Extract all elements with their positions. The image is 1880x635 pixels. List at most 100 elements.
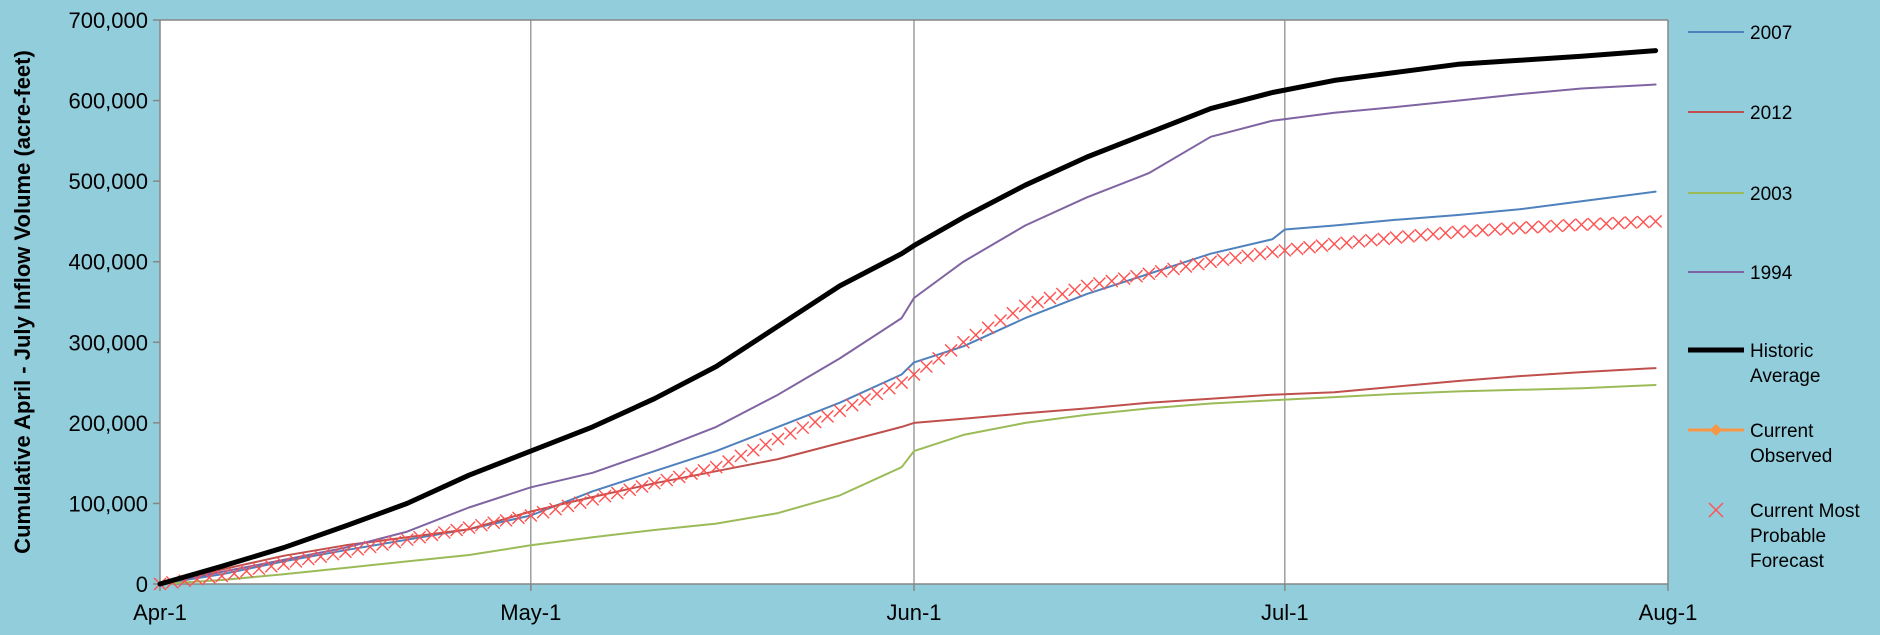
forecast-point [734,449,748,463]
legend: 2007 2012 2003 1994 Historic Average Current Ob… [1688,23,1861,572]
vertical-gridlines [530,20,1286,584]
forecast-point [882,381,896,395]
forecast-point [1401,229,1415,243]
forecast-point [561,499,575,513]
x-tick-label: Jul-1 [1261,600,1309,625]
forecast-point [1488,222,1502,236]
forecast-point [1216,253,1230,267]
forecast-point [1389,231,1403,245]
series-line [159,384,1657,585]
series-2007 [159,190,1657,585]
forecast-point [1550,219,1564,233]
forecast-point [573,496,587,510]
forecast-point [944,343,958,357]
y-tick-label: 400,000 [68,250,148,275]
forecast-point [1537,220,1551,234]
forecast-point [1426,227,1440,241]
forecast-point [425,528,439,542]
forecast-point [981,321,995,335]
forecast-point [746,443,760,457]
series-line [157,48,1659,587]
y-axis-label: Cumulative April - July Inflow Volume (a… [10,50,35,554]
forecast-point [1191,257,1205,271]
legend-item: Current Observed [1688,421,1832,467]
forecast-point [1414,228,1428,242]
forecast-point [697,463,711,477]
forecast-point [586,492,600,506]
y-tick-label: 300,000 [68,330,148,355]
series-line [159,83,1657,585]
forecast-point [1055,287,1069,301]
forecast-point [314,550,328,564]
forecast-point [240,564,254,578]
forecast-point [1513,221,1527,235]
forecast-point [1092,276,1106,290]
forecast-point [1327,237,1341,251]
legend-label: 1994 [1750,263,1793,284]
forecast-point [1624,216,1638,229]
forecast-point [437,525,451,539]
legend-label: Historic [1750,341,1813,362]
forecast-point [722,455,736,469]
legend-item: 2012 [1688,103,1792,124]
forecast-point [277,557,291,571]
forecast-point [647,476,661,490]
forecast-point [598,489,612,503]
forecast-point [474,518,488,532]
forecast-point [771,432,785,446]
forecast-point [301,552,315,566]
forecast-point [338,545,352,559]
legend-label: 2012 [1750,103,1792,124]
forecast-point [1451,225,1465,239]
legend-item: Historic Average [1688,341,1820,387]
legend-label: Current [1750,421,1814,442]
forecast-point [1167,262,1181,276]
legend-label: Average [1750,366,1820,387]
forecast-point [215,569,229,583]
forecast-point [289,554,303,568]
forecast-point [549,502,563,516]
forecast-point [1377,232,1391,246]
forecast-point [858,392,872,406]
series-line [159,190,1657,585]
forecast-point [1142,267,1156,281]
forecast-point [1612,216,1626,230]
legend-label: Observed [1750,446,1832,467]
forecast-point [1253,247,1267,261]
forecast-point [499,513,513,527]
forecast-point [709,460,723,474]
series-layer [153,48,1663,591]
forecast-point [1352,234,1366,248]
forecast-point [1031,295,1045,309]
forecast-point [895,376,909,390]
forecast-point [1018,299,1032,313]
forecast-point [1179,260,1193,274]
forecast-point [536,505,550,519]
legend-label: 2003 [1750,184,1792,205]
forecast-point [932,351,946,365]
forecast-point [783,426,797,440]
y-tick-label: 200,000 [68,411,148,436]
forecast-point [870,387,884,401]
forecast-point [672,470,686,484]
legend-item: 1994 [1688,263,1793,284]
forecast-point [1599,217,1613,231]
series-current-most-probable-forecast [153,214,1663,591]
forecast-point [1587,217,1601,231]
forecast-point [264,559,278,573]
forecast-point [907,368,921,382]
forecast-point [1068,283,1082,297]
forecast-point [1303,240,1317,254]
legend-label: Current Most [1750,501,1861,522]
forecast-point [1340,236,1354,250]
y-tick-label: 0 [136,572,148,597]
forecast-point [1117,272,1131,286]
forecast-point [833,404,847,418]
forecast-point [1290,242,1304,256]
forecast-point [1476,223,1490,237]
legend-item: 2007 [1688,23,1792,44]
forecast-point [956,335,970,349]
forecast-point [1364,233,1378,247]
forecast-point [969,328,983,342]
forecast-point [1080,279,1094,293]
